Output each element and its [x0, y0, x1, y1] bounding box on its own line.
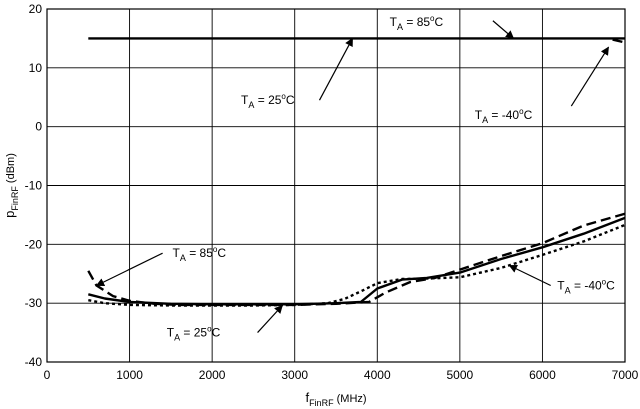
ann-m40-upper-main: T: [475, 108, 483, 122]
ann-85-lower-rest: = 85: [186, 246, 213, 260]
ann-25-upper-label: TA = 25oC: [241, 92, 295, 110]
ann-m40-upper-sub: A: [482, 115, 488, 125]
series-group: [87, 37, 626, 307]
ann-85-upper-arrow: [492, 20, 515, 39]
ann-25-upper-arrow: [318, 37, 354, 101]
ann-85-lower-sup: o: [213, 245, 218, 254]
ann-85-lower-unit: C: [217, 246, 226, 260]
y-tick-label: -20: [25, 237, 43, 251]
ann-85-upper-sup: o: [430, 14, 435, 23]
y-tick-label: -30: [25, 296, 43, 310]
x-tick-labels: 0 1000 2000 3000 4000 5000 6000 7000: [44, 368, 639, 382]
series-lower-solid-line: [88, 216, 626, 306]
x-tick-label: 0: [44, 368, 51, 382]
y-tick-label: -10: [25, 179, 43, 193]
ann-25-lower-label: TA = 25oC: [167, 325, 221, 343]
x-axis-label-main: f: [305, 390, 309, 405]
y-axis-label-unit: (dBm): [5, 153, 17, 186]
y-tick-labels: -40 -30 -20 -10 0 10 20: [25, 2, 43, 369]
ann-25-lower-sub: A: [174, 333, 180, 343]
grid: [46, 8, 626, 363]
ann-m40-upper-rest: = -40: [488, 108, 519, 122]
ann-m40-upper-arrow: [570, 46, 609, 107]
ann-m40-upper-unit: C: [524, 108, 533, 122]
x-tick-label: 3000: [281, 368, 308, 382]
ann-25-lower-sup: o: [207, 325, 212, 334]
x-tick-label: 4000: [364, 368, 391, 382]
ann-85-upper-unit: C: [435, 15, 444, 29]
ann-85-upper-label: TA = 85oC: [390, 14, 444, 32]
ann-85-upper-rest: = 85: [403, 15, 430, 29]
ann-25-upper-sub: A: [248, 100, 254, 110]
ann-25-upper-unit: C: [286, 93, 295, 107]
y-axis-label: pFinRF (dBm): [2, 153, 20, 218]
x-tick-label: 2000: [199, 368, 226, 382]
ann-m40-lower-rest: = -40: [571, 279, 602, 293]
series-lower-dashed-line: [87, 212, 626, 307]
ann-m40-lower-sub: A: [565, 286, 571, 296]
ann-m40-lower-label: TA = -40oC: [557, 278, 615, 296]
y-axis-label-sub: FinRF: [10, 186, 20, 211]
y-tick-label: 0: [35, 120, 42, 134]
ann-85-lower-sub: A: [180, 253, 186, 263]
ann-25-lower-main: T: [167, 326, 175, 340]
y-tick-label: 20: [29, 2, 43, 16]
y-axis-label-main: p: [2, 211, 17, 218]
y-tick-label: 10: [29, 61, 43, 75]
x-axis-label-sub: FinRF: [309, 398, 334, 408]
x-tick-label: 1000: [116, 368, 143, 382]
x-axis-label: fFinRF (MHz): [305, 390, 366, 408]
x-tick-label: 5000: [447, 368, 474, 382]
ann-m40-lower-main: T: [557, 279, 565, 293]
ann-25-lower-rest: = 25: [180, 326, 207, 340]
ann-25-upper-sup: o: [281, 92, 286, 101]
plot-frame: [46, 8, 626, 363]
x-tick-label: 6000: [529, 368, 556, 382]
series-lower-dotted-line: [88, 223, 626, 307]
ann-85-lower-arrow: [95, 252, 163, 287]
ann-85-upper-sub: A: [397, 22, 403, 32]
y-tick-label: -40: [25, 355, 43, 369]
ann-m40-upper-label: TA = -40oC: [475, 107, 533, 125]
ann-m40-lower-arrow: [508, 264, 551, 287]
ann-m40-lower-unit: C: [606, 279, 615, 293]
ann-25-upper-rest: = 25: [254, 93, 281, 107]
ann-25-lower-arrow: [257, 304, 283, 333]
ann-85-lower-label: TA = 85oC: [173, 245, 227, 263]
ann-25-lower-unit: C: [212, 326, 221, 340]
ann-25-upper-main: T: [241, 93, 249, 107]
ann-m40-lower-sup: o: [602, 278, 607, 287]
ann-85-upper-main: T: [390, 15, 398, 29]
ann-85-lower-main: T: [173, 246, 181, 260]
series-upper-dashed-line: [612, 38, 626, 44]
x-tick-label: 7000: [612, 368, 639, 382]
x-axis-label-unit: (MHz): [334, 393, 367, 405]
ann-m40-upper-sup: o: [519, 107, 524, 116]
